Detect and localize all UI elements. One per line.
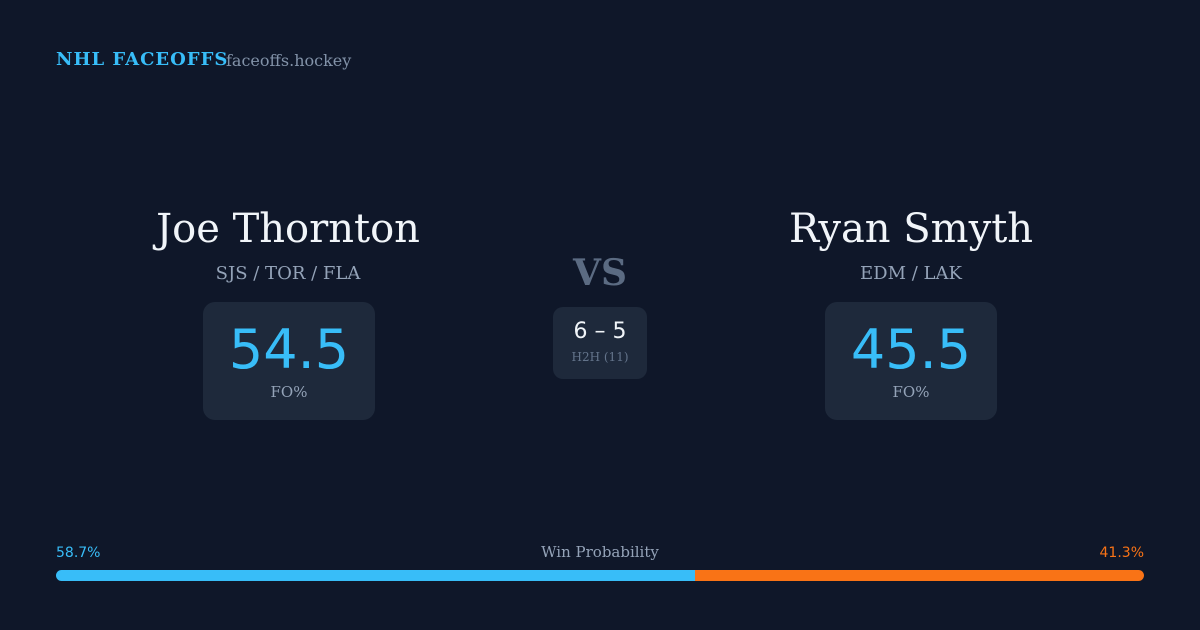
prob-segment [56, 570, 695, 581]
h2h-box [553, 307, 647, 379]
player-teams: EDM / LAK [860, 263, 962, 284]
h2h-label: H2H (11) [571, 350, 629, 364]
prob-title: Win Probability [541, 543, 659, 561]
player-name: Joe Thornton [156, 206, 420, 252]
prob-segment [694, 570, 1144, 581]
vs: VS [573, 252, 627, 294]
prob-label: 58.7% [56, 545, 101, 561]
fo-pct: 54.5 [228, 318, 350, 381]
fo-pct: 45.5 [850, 318, 972, 381]
stat-box [825, 302, 997, 420]
stat-box [203, 302, 375, 420]
h2h-score: 6 – 5 [573, 319, 627, 344]
fo-label: FO% [892, 383, 930, 401]
player-teams: SJS / TOR / FLA [215, 263, 361, 284]
brand: NHL FACEOFFS [56, 49, 229, 70]
fo-label: FO% [270, 383, 308, 401]
prob-label: 41.3% [1099, 545, 1144, 561]
prob-bar [56, 570, 1144, 581]
site: faceoffs.hockey [226, 51, 352, 70]
player-name: Ryan Smyth [788, 206, 1034, 252]
